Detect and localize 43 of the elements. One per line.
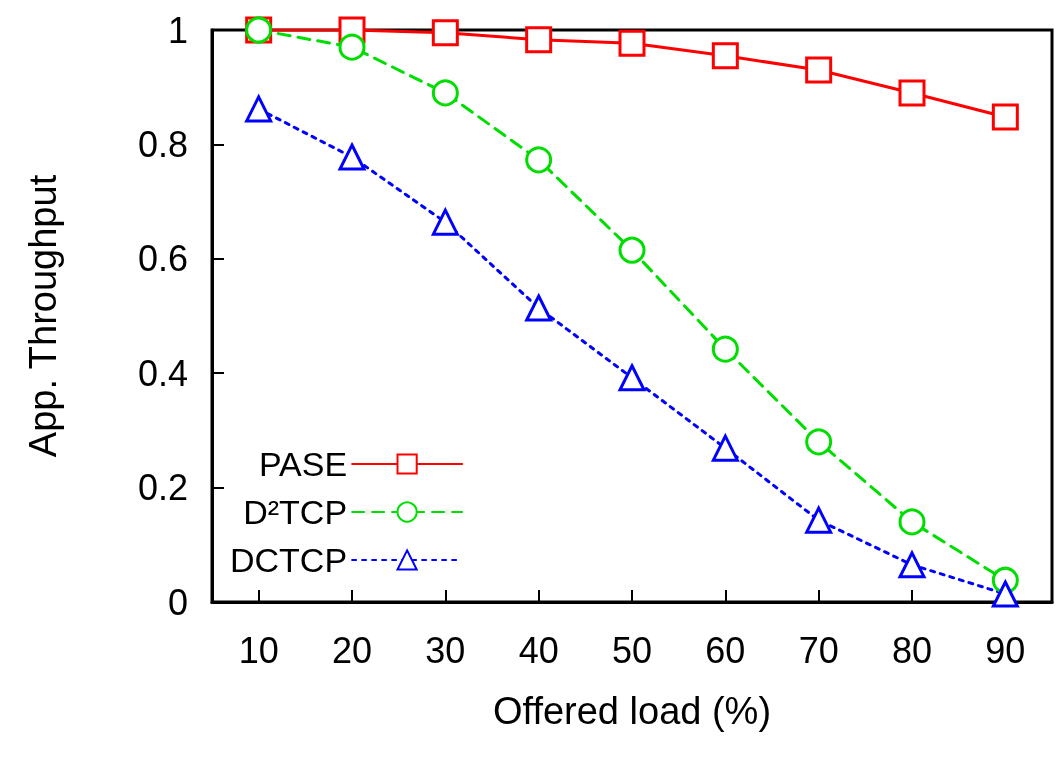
point bbox=[804, 504, 833, 534]
y-tick-label: 0.8 bbox=[137, 123, 188, 165]
point bbox=[991, 580, 1019, 608]
x-tick-label: 40 bbox=[518, 629, 559, 671]
y-tick-label: 0 bbox=[167, 581, 188, 623]
point bbox=[805, 56, 833, 84]
point bbox=[805, 428, 833, 456]
point bbox=[898, 551, 926, 579]
x-tick-label: 30 bbox=[425, 629, 466, 671]
x-tick-label: 70 bbox=[798, 629, 839, 671]
point bbox=[711, 432, 740, 462]
point bbox=[711, 335, 739, 363]
point bbox=[618, 29, 646, 57]
x-axis-title: Offered load (%) bbox=[492, 690, 772, 732]
point bbox=[711, 42, 739, 70]
point bbox=[991, 103, 1019, 131]
y-tick-label: 1 bbox=[167, 9, 188, 51]
y-axis-title: App. Throughput bbox=[22, 174, 64, 458]
point bbox=[898, 79, 926, 107]
point bbox=[338, 143, 366, 171]
point bbox=[525, 26, 553, 54]
point bbox=[618, 364, 646, 392]
point bbox=[338, 33, 366, 61]
legend-label: DCTCP bbox=[230, 541, 348, 579]
x-tick-label: 60 bbox=[705, 629, 746, 671]
point bbox=[898, 508, 926, 536]
x-tick-label: 20 bbox=[331, 629, 373, 671]
point bbox=[431, 79, 459, 107]
y-tick-label: 0.2 bbox=[137, 467, 188, 509]
x-tick-label: 80 bbox=[891, 629, 933, 671]
point bbox=[245, 95, 273, 123]
x-tick-label: 50 bbox=[611, 629, 653, 671]
point bbox=[431, 19, 459, 47]
legend-label: D²TCP bbox=[243, 493, 348, 531]
x-tick-label: 10 bbox=[238, 629, 279, 671]
y-tick-label: 0.6 bbox=[137, 238, 188, 280]
point bbox=[525, 294, 553, 322]
point bbox=[431, 206, 460, 236]
legend-label: PASE bbox=[258, 445, 348, 483]
y-tick-label: 0.4 bbox=[137, 352, 188, 394]
point bbox=[618, 236, 646, 264]
point bbox=[525, 146, 553, 174]
x-tick-label: 90 bbox=[985, 629, 1026, 671]
